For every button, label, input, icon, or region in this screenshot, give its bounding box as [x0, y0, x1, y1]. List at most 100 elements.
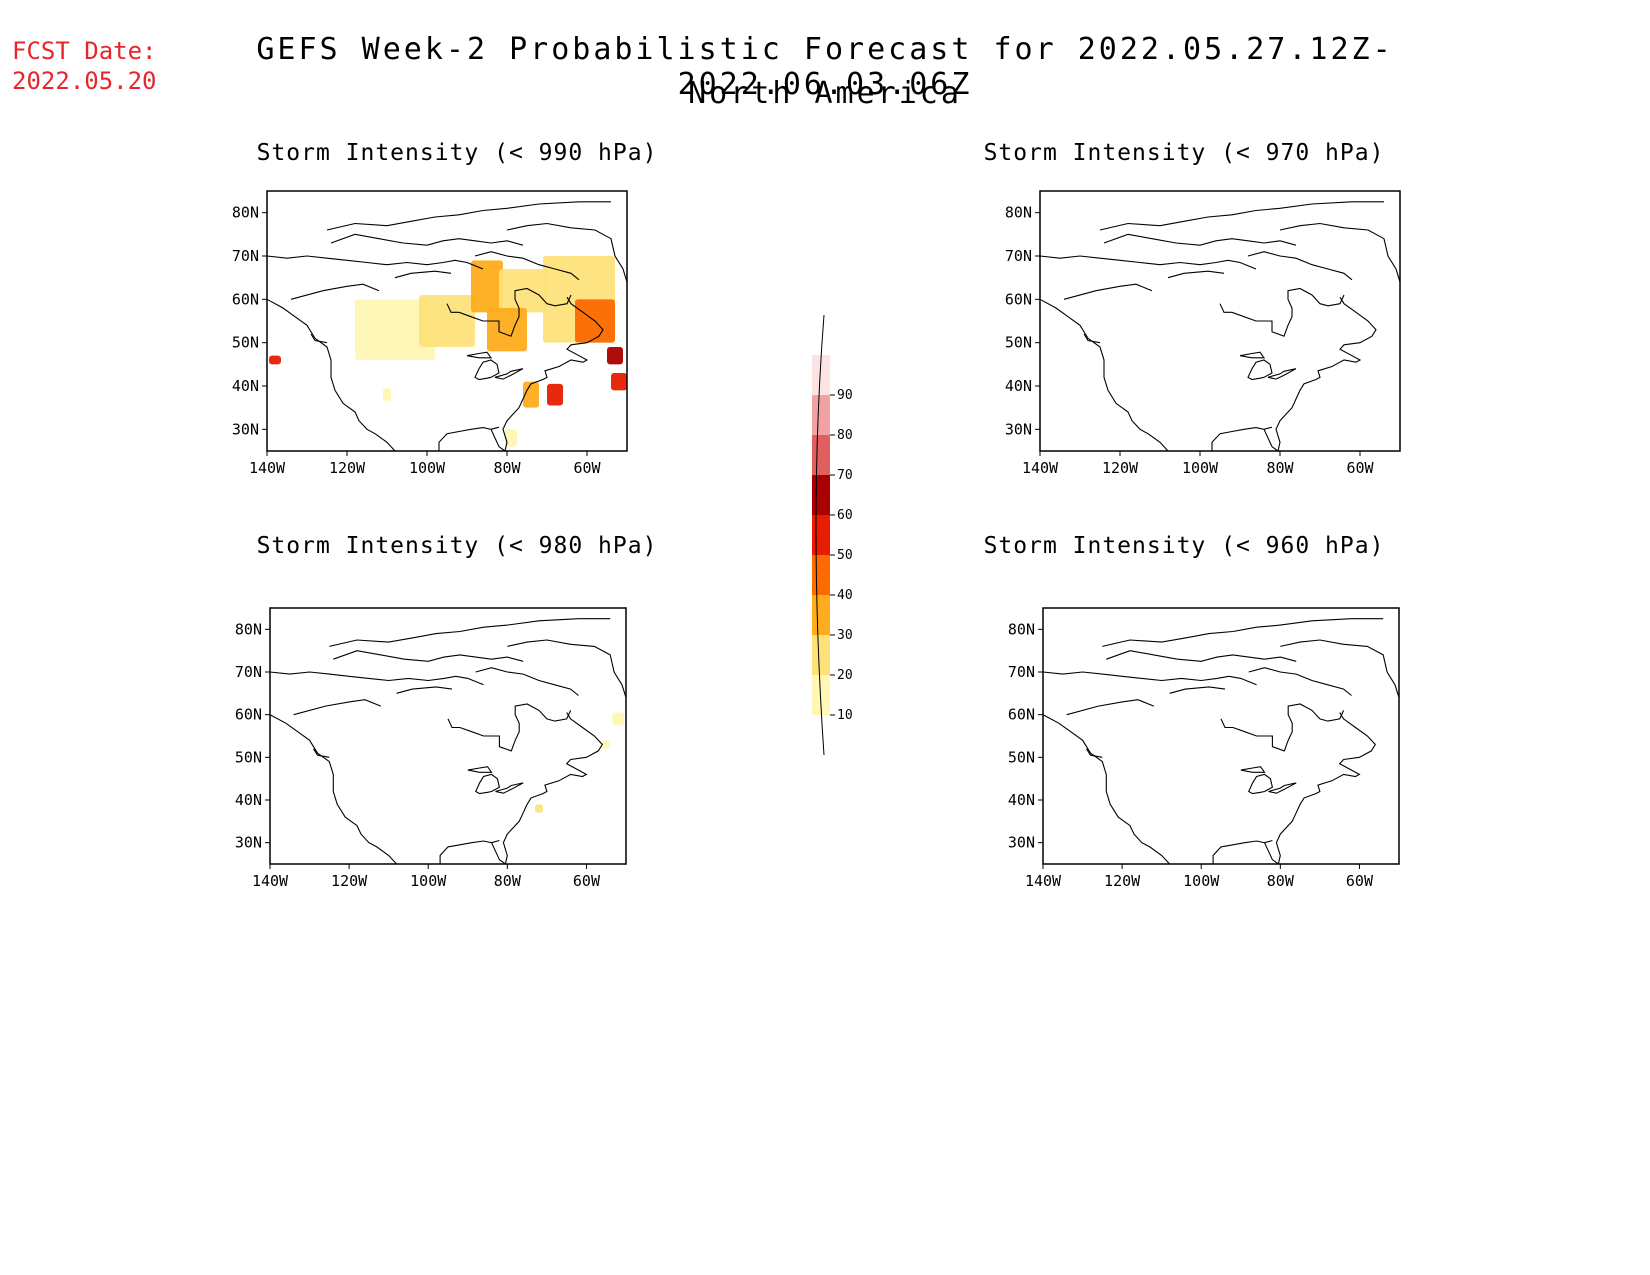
coastline: [1239, 351, 1266, 359]
lon-tick-label: 140W: [252, 872, 289, 890]
lat-tick-label: 60N: [1005, 290, 1032, 308]
colorbar-swatch: [812, 515, 830, 555]
coastline: [1106, 650, 1297, 662]
probability-cell: [471, 260, 503, 313]
probability-cell: [612, 712, 625, 726]
lat-tick-label: 30N: [235, 834, 262, 852]
colorbar: 10 20 30 40 50 60 70 80 90: [812, 314, 853, 756]
coastline: [1279, 222, 1400, 283]
probability-cell: [499, 269, 547, 313]
probability-cell: [487, 308, 527, 352]
page-subtitle: North America: [688, 76, 962, 111]
lon-tick-label: 60W: [573, 872, 601, 890]
probability-cell: [611, 373, 627, 391]
colorbar-label: 30: [837, 628, 853, 643]
coastline: [475, 667, 579, 696]
lat-tick-label: 40N: [232, 377, 259, 395]
lat-tick-label: 80N: [1005, 204, 1032, 222]
colorbar-label: 10: [837, 708, 853, 723]
probability-cell: [523, 381, 539, 408]
coastline: [330, 233, 524, 246]
lon-tick-label: 140W: [1022, 459, 1059, 477]
coastline: [1212, 712, 1376, 864]
lat-tick-label: 70N: [1008, 663, 1035, 681]
panel-title-970: Storm Intensity (< 970 hPa): [983, 140, 1385, 166]
probability-cell: [602, 740, 611, 749]
lat-tick-label: 50N: [1008, 748, 1035, 766]
coastline: [1102, 618, 1384, 647]
colorbar-label: 40: [837, 588, 853, 603]
lat-tick-label: 50N: [1005, 334, 1032, 352]
panel-title-980: Storm Intensity (< 980 hPa): [256, 533, 658, 559]
lon-tick-label: 60W: [1346, 459, 1374, 477]
lon-tick-label: 60W: [1346, 872, 1374, 890]
lat-tick-label: 30N: [232, 420, 259, 438]
lon-tick-label: 100W: [1183, 872, 1220, 890]
map-frame: [269, 607, 627, 865]
lon-tick-label: 100W: [409, 459, 446, 477]
lat-tick-label: 60N: [1008, 706, 1035, 724]
lon-tick-label: 80W: [494, 872, 522, 890]
coastline: [1066, 699, 1155, 716]
coastline: [506, 222, 627, 283]
probability-cell: [419, 295, 475, 347]
map-frame: [1039, 190, 1401, 452]
lat-tick-label: 70N: [235, 663, 262, 681]
lat-tick-label: 80N: [232, 204, 259, 222]
coastline: [1247, 251, 1353, 281]
coastline: [466, 351, 493, 359]
coastline: [1263, 426, 1273, 430]
colorbar-edge: [815, 314, 825, 756]
lon-tick-label: 80W: [1267, 872, 1295, 890]
forecast-date-label: FCST Date:: [12, 37, 157, 65]
map-panel-990: 80N 70N 60N 50N 40N 30N 140W 120W 100W 80W 60W: [232, 190, 628, 477]
probability-cell: [355, 299, 435, 360]
coastline: [270, 671, 484, 686]
colorbar-label: 50: [837, 548, 853, 563]
colorbar-swatch: [812, 595, 830, 635]
probability-cell: [505, 429, 517, 447]
coastline: [494, 368, 524, 380]
coastline: [1099, 201, 1384, 231]
coastline: [326, 201, 611, 231]
lat-tick-label: 80N: [1008, 620, 1035, 638]
lon-tick-label: 100W: [1182, 459, 1219, 477]
map-panel-980: 80N 70N 60N 50N 40N 30N 140W 120W 100W 80W 60W: [235, 607, 627, 890]
map-frame: [1042, 607, 1400, 865]
coastline: [313, 748, 330, 758]
coastline: [1248, 667, 1352, 696]
coastline: [1211, 296, 1377, 451]
lon-tick-label: 140W: [1025, 872, 1062, 890]
lon-tick-label: 80W: [1266, 459, 1294, 477]
lat-tick-label: 70N: [232, 247, 259, 265]
probability-cell: [383, 388, 391, 402]
lat-tick-label: 60N: [235, 706, 262, 724]
lat-tick-label: 30N: [1008, 834, 1035, 852]
coastline: [447, 703, 572, 752]
lat-tick-label: 70N: [1005, 247, 1032, 265]
map-frame: [266, 190, 628, 452]
coastline: [1220, 703, 1345, 752]
coastline: [1267, 368, 1297, 380]
colorbar-label: 60: [837, 508, 853, 523]
colorbar-swatch: [812, 635, 830, 675]
coastline: [270, 714, 398, 864]
colorbar-swatch: [812, 475, 830, 515]
coastline: [1167, 270, 1225, 279]
coastline: [446, 287, 572, 337]
coastline: [491, 839, 500, 844]
coastline: [490, 426, 500, 430]
coastline: [507, 639, 626, 698]
coastline: [310, 333, 328, 344]
coastline: [438, 296, 604, 451]
coastline: [1083, 333, 1101, 344]
page-title: GEFS Week-2 Probabilistic Forecast for 2…: [256, 32, 1394, 102]
coastline: [1043, 714, 1171, 864]
colorbar-swatch: [812, 355, 830, 395]
panel-title-990: Storm Intensity (< 990 hPa): [256, 140, 658, 166]
lon-tick-label: 60W: [573, 459, 601, 477]
coastline: [290, 283, 380, 300]
lat-tick-label: 40N: [1008, 791, 1035, 809]
lat-tick-label: 60N: [232, 290, 259, 308]
forecast-date: FCST Date: 2022.05.20: [12, 36, 157, 96]
